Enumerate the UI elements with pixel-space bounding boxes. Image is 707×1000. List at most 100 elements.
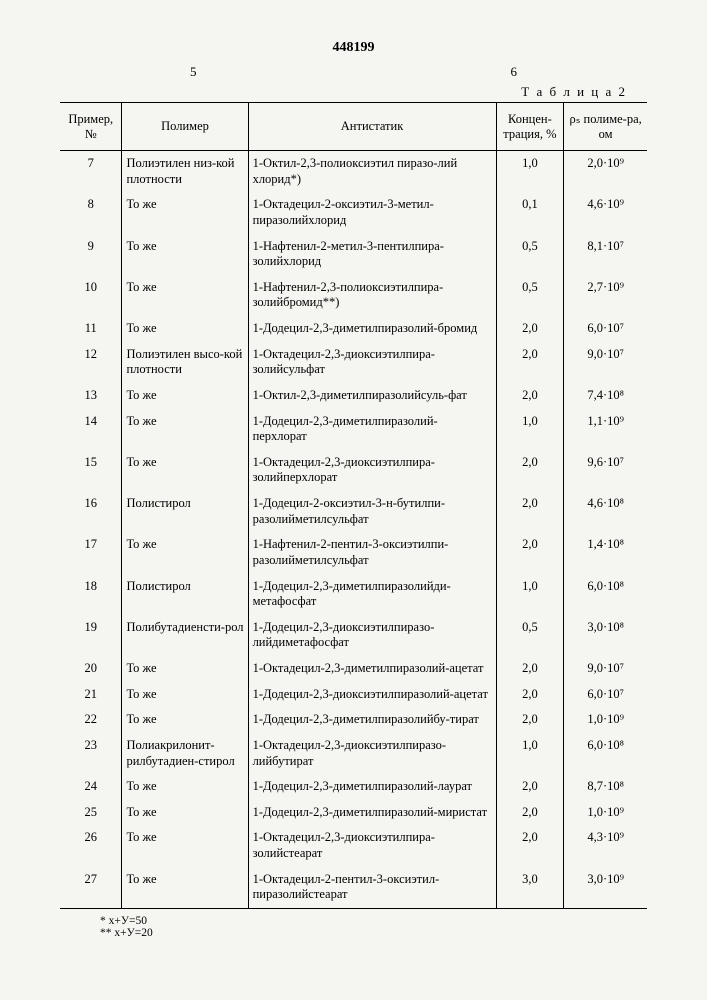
column-marks: 5 6 [60,64,647,80]
cell-polymer: То же [122,234,248,275]
table-row: 18Полистирол1-Додецил-2,3-диметилпиразол… [60,574,647,615]
table-row: 11То же1-Додецил-2,3-диметилпиразолий-бр… [60,316,647,342]
cell-number: 15 [60,450,122,491]
cell-concentration: 2,0 [496,682,564,708]
footnote-1: * x+У=50 [100,915,647,927]
cell-antistatic: 1-Додецил-2,3-диметилпиразолий-миристат [248,800,496,826]
cell-rho: 4,6·10⁸ [564,491,647,532]
cell-polymer: То же [122,316,248,342]
table-body: 7Полиэтилен низ-кой плотности1-Октил-2,3… [60,151,647,909]
footnote-2: ** x+У=20 [100,927,647,939]
cell-concentration: 0,5 [496,615,564,656]
table-row: 26То же1-Октадецил-2,3-диоксиэтилпира-зо… [60,825,647,866]
cell-polymer: То же [122,656,248,682]
cell-concentration: 1,0 [496,409,564,450]
col-header-polymer: Полимер [122,103,248,151]
cell-antistatic: 1-Октадецил-2,3-диметилпиразолий-ацетат [248,656,496,682]
cell-number: 18 [60,574,122,615]
cell-polymer: То же [122,450,248,491]
cell-antistatic: 1-Додецил-2,3-диметилпиразолийбу-тират [248,707,496,733]
cell-rho: 1,4·10⁸ [564,532,647,573]
cell-concentration: 2,0 [496,774,564,800]
cell-antistatic: 1-Октадецил-2-пентил-3-оксиэтил-пиразоли… [248,867,496,909]
table-row: 21То же1-Додецил-2,3-диоксиэтилпиразолий… [60,682,647,708]
cell-number: 14 [60,409,122,450]
cell-polymer: Полибутадиенсти-рол [122,615,248,656]
cell-concentration: 2,0 [496,532,564,573]
cell-rho: 6,0·10⁸ [564,574,647,615]
cell-rho: 1,0·10⁹ [564,707,647,733]
table-row: 9То же1-Нафтенил-2-метил-3-пентилпира-зо… [60,234,647,275]
cell-number: 19 [60,615,122,656]
table-row: 16Полистирол1-Додецил-2-оксиэтил-3-н-бут… [60,491,647,532]
col-header-rho: ρₛ полиме-ра, ом [564,103,647,151]
doc-number: 448199 [60,40,647,56]
cell-rho: 6,0·10⁸ [564,733,647,774]
cell-polymer: То же [122,867,248,909]
cell-number: 27 [60,867,122,909]
cell-antistatic: 1-Октил-2,3-диметилпиразолийсуль-фат [248,383,496,409]
cell-polymer: То же [122,192,248,233]
cell-concentration: 0,5 [496,275,564,316]
cell-rho: 1,0·10⁹ [564,800,647,826]
cell-number: 23 [60,733,122,774]
table-row: 23Полиакрилонит-рилбутадиен-стирол1-Окта… [60,733,647,774]
col-header-antistatic: Антистатик [248,103,496,151]
cell-rho: 4,3·10⁹ [564,825,647,866]
cell-concentration: 3,0 [496,867,564,909]
cell-antistatic: 1-Нафтенил-2-пентил-3-оксиэтилпи-разолий… [248,532,496,573]
cell-concentration: 2,0 [496,450,564,491]
cell-rho: 9,6·10⁷ [564,450,647,491]
table-row: 8То же1-Октадецил-2-оксиэтил-3-метил-пир… [60,192,647,233]
cell-rho: 1,1·10⁹ [564,409,647,450]
cell-antistatic: 1-Октадецил-2,3-диоксиэтилпира-золийстеа… [248,825,496,866]
cell-polymer: Полиэтилен высо-кой плотности [122,342,248,383]
table-row: 19Полибутадиенсти-рол1-Додецил-2,3-диокс… [60,615,647,656]
table-row: 25То же1-Додецил-2,3-диметилпиразолий-ми… [60,800,647,826]
cell-number: 16 [60,491,122,532]
cell-concentration: 2,0 [496,656,564,682]
cell-rho: 9,0·10⁷ [564,342,647,383]
cell-antistatic: 1-Додецил-2,3-диоксиэтилпиразолий-ацетат [248,682,496,708]
cell-rho: 6,0·10⁷ [564,682,647,708]
cell-rho: 3,0·10⁸ [564,615,647,656]
cell-number: 26 [60,825,122,866]
cell-antistatic: 1-Нафтенил-2-метил-3-пентилпира-золийхло… [248,234,496,275]
cell-antistatic: 1-Октил-2,3-полиоксиэтил пиразо-лий хлор… [248,151,496,193]
cell-rho: 8,1·10⁷ [564,234,647,275]
cell-antistatic: 1-Додецил-2,3-диметилпиразолийди-метафос… [248,574,496,615]
cell-number: 25 [60,800,122,826]
cell-rho: 2,0·10⁹ [564,151,647,193]
cell-polymer: То же [122,532,248,573]
cell-rho: 9,0·10⁷ [564,656,647,682]
cell-number: 12 [60,342,122,383]
cell-antistatic: 1-Додецил-2,3-диметилпиразолий-перхлорат [248,409,496,450]
cell-number: 13 [60,383,122,409]
cell-number: 9 [60,234,122,275]
cell-concentration: 1,0 [496,574,564,615]
table-row: 14То же1-Додецил-2,3-диметилпиразолий-пе… [60,409,647,450]
cell-polymer: То же [122,825,248,866]
cell-polymer: То же [122,383,248,409]
table-row: 22То же1-Додецил-2,3-диметилпиразолийбу-… [60,707,647,733]
cell-antistatic: 1-Додецил-2,3-диметилпиразолий-бромид [248,316,496,342]
col-left: 5 [190,64,197,80]
cell-number: 21 [60,682,122,708]
cell-antistatic: 1-Октадецил-2,3-диоксиэтилпира-золийсуль… [248,342,496,383]
cell-antistatic: 1-Октадецил-2,3-диоксиэтилпиразо-лийбути… [248,733,496,774]
table-row: 12Полиэтилен высо-кой плотности1-Октадец… [60,342,647,383]
cell-rho: 4,6·10⁹ [564,192,647,233]
cell-concentration: 2,0 [496,707,564,733]
footnotes: * x+У=50 ** x+У=20 [60,915,647,939]
cell-polymer: Полистирол [122,491,248,532]
col-right: 6 [511,64,518,80]
cell-polymer: То же [122,275,248,316]
data-table: Пример, № Полимер Антистатик Концен-трац… [60,102,647,909]
cell-concentration: 0,5 [496,234,564,275]
cell-antistatic: 1-Октадецил-2-оксиэтил-3-метил-пиразолий… [248,192,496,233]
col-header-number: Пример, № [60,103,122,151]
cell-polymer: То же [122,682,248,708]
cell-number: 17 [60,532,122,573]
cell-polymer: То же [122,409,248,450]
table-label: Т а б л и ц а 2 [60,84,647,100]
